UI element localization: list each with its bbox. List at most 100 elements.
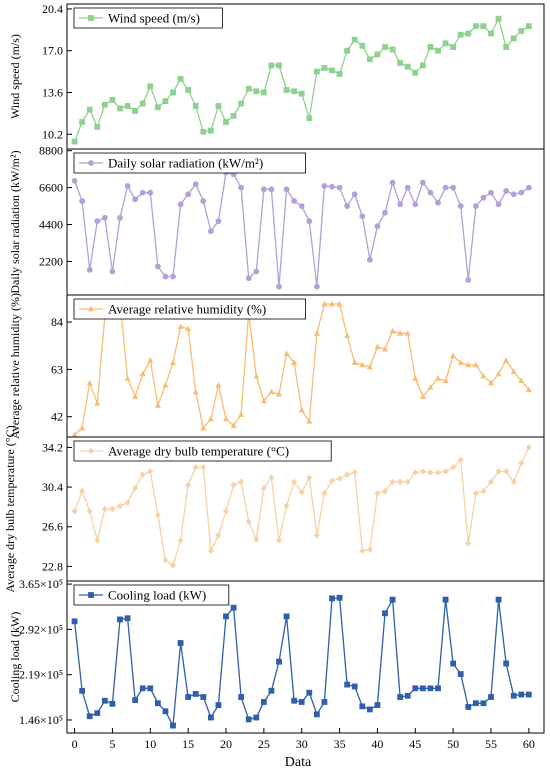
- data-point: [238, 694, 245, 700]
- data-point: [465, 704, 472, 710]
- y-axis-label: Wind speed (m/s): [8, 34, 22, 119]
- data-point: [124, 103, 131, 109]
- data-point: [268, 388, 275, 395]
- data-point: [132, 697, 139, 704]
- data-point: [472, 203, 479, 209]
- data-point: [132, 393, 139, 399]
- data-point: [488, 379, 494, 386]
- data-point: [510, 692, 517, 699]
- data-point: [336, 300, 343, 307]
- data-point: [404, 330, 411, 336]
- data-point: [200, 128, 207, 135]
- data-point: [230, 481, 237, 489]
- data-point: [457, 671, 464, 677]
- x-tick-label: 15: [182, 737, 194, 751]
- x-tick-label: 50: [447, 737, 459, 751]
- x-tick-label: 60: [523, 737, 535, 751]
- y-tick-label: 17.0: [42, 44, 63, 58]
- data-point: [518, 189, 525, 196]
- data-point: [313, 531, 320, 539]
- data-point: [359, 42, 366, 49]
- data-point: [321, 699, 328, 705]
- y-tick-label: 2.92×10⁵: [19, 622, 63, 636]
- data-point: [313, 711, 320, 718]
- y-tick-label: 3.65×10⁵: [19, 577, 63, 591]
- data-point: [382, 44, 388, 50]
- data-point: [359, 213, 366, 220]
- data-point: [344, 681, 351, 688]
- data-point: [480, 194, 487, 201]
- x-tick-label: 40: [371, 737, 383, 751]
- data-point: [465, 30, 472, 37]
- data-point: [359, 547, 366, 555]
- data-point: [185, 191, 192, 198]
- data-point: [238, 411, 245, 417]
- data-point: [71, 618, 78, 625]
- data-point: [71, 507, 78, 515]
- data-point: [283, 502, 290, 510]
- legend-marker: [88, 160, 94, 166]
- data-point: [465, 361, 472, 368]
- data-point: [495, 596, 502, 603]
- data-point: [503, 44, 510, 50]
- data-point: [306, 418, 313, 424]
- data-point: [298, 699, 305, 705]
- data-point: [397, 330, 404, 336]
- data-point: [298, 90, 305, 97]
- data-point: [71, 177, 78, 184]
- data-point: [117, 616, 123, 623]
- data-point: [397, 60, 404, 66]
- data-point: [177, 201, 184, 208]
- data-point: [427, 384, 434, 390]
- data-point: [177, 323, 184, 329]
- data-point: [215, 103, 222, 109]
- data-point: [124, 375, 131, 381]
- data-point: [472, 490, 479, 497]
- data-point: [382, 487, 388, 495]
- data-point: [404, 692, 411, 699]
- data-point: [457, 359, 464, 366]
- data-point: [162, 708, 169, 715]
- legend-box: [73, 440, 332, 462]
- data-point: [419, 179, 426, 186]
- data-point: [313, 330, 320, 336]
- data-point: [329, 300, 335, 307]
- data-point: [192, 463, 199, 471]
- data-point: [306, 474, 313, 481]
- data-point: [79, 687, 86, 694]
- data-point: [306, 689, 313, 696]
- data-point: [162, 98, 169, 104]
- data-point: [465, 540, 472, 547]
- data-point: [435, 375, 441, 381]
- data-point: [207, 228, 214, 235]
- data-point: [71, 431, 78, 438]
- data-point: [86, 379, 93, 386]
- data-point: [185, 87, 192, 93]
- legend-box: [73, 152, 307, 174]
- data-point: [101, 697, 108, 704]
- data-point: [389, 179, 396, 186]
- data-point: [488, 30, 494, 37]
- data-point: [170, 89, 176, 96]
- data-point: [472, 700, 479, 707]
- data-point: [207, 415, 214, 422]
- data-point: [442, 596, 449, 603]
- data-point: [170, 273, 176, 280]
- data-point: [170, 722, 176, 729]
- data-point: [291, 478, 298, 486]
- data-point: [124, 615, 131, 622]
- y-axis-label: Average relative humidity (%): [8, 293, 22, 439]
- data-point: [291, 198, 298, 204]
- data-point: [185, 325, 192, 332]
- data-point: [397, 201, 404, 208]
- data-point: [154, 263, 161, 270]
- data-point: [154, 511, 161, 519]
- data-point: [389, 46, 396, 53]
- y-tick-label: 2.19×10⁵: [19, 668, 63, 682]
- data-point: [518, 691, 525, 698]
- data-point: [276, 537, 282, 544]
- data-point: [518, 459, 525, 467]
- data-point: [162, 273, 169, 280]
- data-point: [207, 714, 214, 721]
- data-point: [139, 370, 146, 377]
